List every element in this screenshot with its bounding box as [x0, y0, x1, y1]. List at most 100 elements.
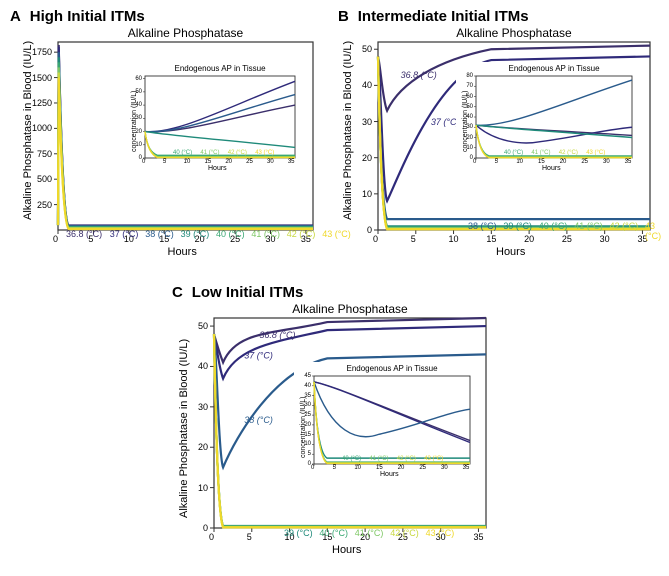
chart-title-C: Alkaline Phosphatase: [214, 302, 486, 316]
xtick: 0: [53, 234, 58, 244]
xtick: 0: [209, 532, 214, 542]
inset-ytick: 40: [135, 102, 142, 108]
ytick: 1750: [32, 47, 52, 57]
inset-xtick: 20: [560, 159, 567, 165]
inset-xtick: 10: [516, 159, 523, 165]
inset-xtick: 25: [246, 159, 253, 165]
ytick: 50: [198, 321, 208, 331]
temp-label: 41 (°C): [251, 229, 280, 239]
inset-ytick: 30: [135, 115, 142, 121]
inset-ytick: 60: [135, 76, 142, 82]
temp-label: 41 (°C): [355, 528, 384, 538]
inset-ytick: 45: [304, 373, 311, 379]
inset-xtick: 25: [581, 159, 588, 165]
ytick: 1000: [32, 123, 52, 133]
svg-text:38 (°C): 38 (°C): [244, 415, 273, 425]
inset-xtick: 5: [495, 159, 498, 165]
inset-ytick: 20: [466, 135, 473, 141]
inset-temp-label: 41 (°C): [200, 150, 219, 156]
chart-title-A: Alkaline Phosphatase: [58, 26, 313, 40]
inset-xtick: 15: [538, 159, 545, 165]
inset-ytick: 0: [470, 155, 473, 161]
ytick: 250: [37, 200, 52, 210]
inset-title-B: Endogenous AP in Tissue: [476, 64, 632, 73]
ytick: 750: [37, 149, 52, 159]
panel-label-A: A High Initial ITMs: [10, 8, 328, 26]
inset-ytick: 10: [466, 145, 473, 151]
inset-temp-label: 42 (°C): [397, 456, 416, 462]
temp-label: 38 (°C): [468, 221, 497, 231]
inset-ytick: 25: [304, 412, 311, 418]
inset-xtick: 0: [311, 465, 314, 471]
inset-xtick: 15: [205, 159, 212, 165]
xtick: 10: [449, 234, 459, 244]
inset-temp-label: 42 (°C): [559, 150, 578, 156]
inset-xtick: 35: [625, 159, 632, 165]
temp-label: 40 (°C): [216, 229, 245, 239]
xlabel-A: Hours: [168, 246, 197, 258]
inset-ytick: 35: [304, 393, 311, 399]
temp-label: 36.8 (°C): [66, 229, 102, 239]
inset-ylabel-B: concentration (IU/L): [462, 91, 469, 152]
inset-ytick: 20: [304, 422, 311, 428]
inset-ytick: 10: [135, 142, 142, 148]
inset-xtick: 5: [333, 465, 336, 471]
inset-xlabel-A: Hours: [208, 165, 227, 172]
temp-label: 38 (°C): [145, 229, 174, 239]
inset-ytick: 40: [466, 114, 473, 120]
svg-text:37 (°C): 37 (°C): [244, 350, 273, 360]
inset-title-C: Endogenous AP in Tissue: [314, 364, 470, 373]
inset-xtick: 5: [163, 159, 166, 165]
inset-xtick: 15: [376, 465, 383, 471]
inset-title-A: Endogenous AP in Tissue: [145, 64, 295, 73]
ytick: 0: [367, 225, 372, 235]
inset-temp-label: 40 (°C): [342, 456, 361, 462]
chart-title-B: Alkaline Phosphatase: [378, 26, 650, 40]
inset-xtick: 30: [441, 465, 448, 471]
xtick: 5: [247, 532, 252, 542]
ytick: 10: [362, 189, 372, 199]
ytick: 20: [362, 153, 372, 163]
inset-temp-label: 43 (°C): [586, 150, 605, 156]
xtick: 0: [373, 234, 378, 244]
inset-xtick: 30: [603, 159, 610, 165]
ytick: 20: [198, 442, 208, 452]
temp-label: 43 (°C): [426, 528, 455, 538]
temp-label: 37 (°C): [110, 229, 139, 239]
inset-xtick: 30: [267, 159, 274, 165]
xtick: 30: [600, 234, 610, 244]
panel-label-B: B Intermediate Initial ITMs: [338, 8, 663, 26]
inset-ytick: 30: [304, 402, 311, 408]
inset-ytick: 30: [466, 124, 473, 130]
ytick: 30: [362, 117, 372, 127]
ylabel-B: Alkaline Phosphatase in Blood (IU/L): [342, 41, 354, 220]
inset-temp-label: 41 (°C): [369, 456, 388, 462]
svg-text:36.8 (°C): 36.8 (°C): [401, 70, 437, 80]
temp-label: 40 (°C): [319, 528, 348, 538]
temp-label: 39 (°C): [181, 229, 210, 239]
inset-ytick: 5: [308, 451, 311, 457]
xlabel-C: Hours: [332, 544, 361, 556]
panel-label-C: C Low Initial ITMs: [172, 284, 497, 302]
inset-ytick: 60: [466, 94, 473, 100]
ytick: 0: [203, 523, 208, 533]
inset-ytick: 70: [466, 83, 473, 89]
xtick: 20: [524, 234, 534, 244]
ytick: 30: [198, 402, 208, 412]
inset-ytick: 40: [304, 383, 311, 389]
inset-ytick: 80: [466, 73, 473, 79]
ytick: 500: [37, 174, 52, 184]
inset-ytick: 50: [466, 104, 473, 110]
temp-label: 39 (°C): [503, 221, 532, 231]
temp-label: 41 (°C): [574, 221, 603, 231]
xtick: 5: [411, 234, 416, 244]
xlabel-B: Hours: [496, 246, 525, 258]
inset-xtick: 20: [225, 159, 232, 165]
inset-xlabel-C: Hours: [380, 471, 399, 478]
inset-xtick: 20: [398, 465, 405, 471]
temp-label: 39 (°C): [284, 528, 313, 538]
inset-xtick: 35: [288, 159, 295, 165]
temp-label: 43 (°C): [322, 229, 351, 239]
inset-ytick: 10: [304, 441, 311, 447]
inset-ytick: 20: [135, 129, 142, 135]
